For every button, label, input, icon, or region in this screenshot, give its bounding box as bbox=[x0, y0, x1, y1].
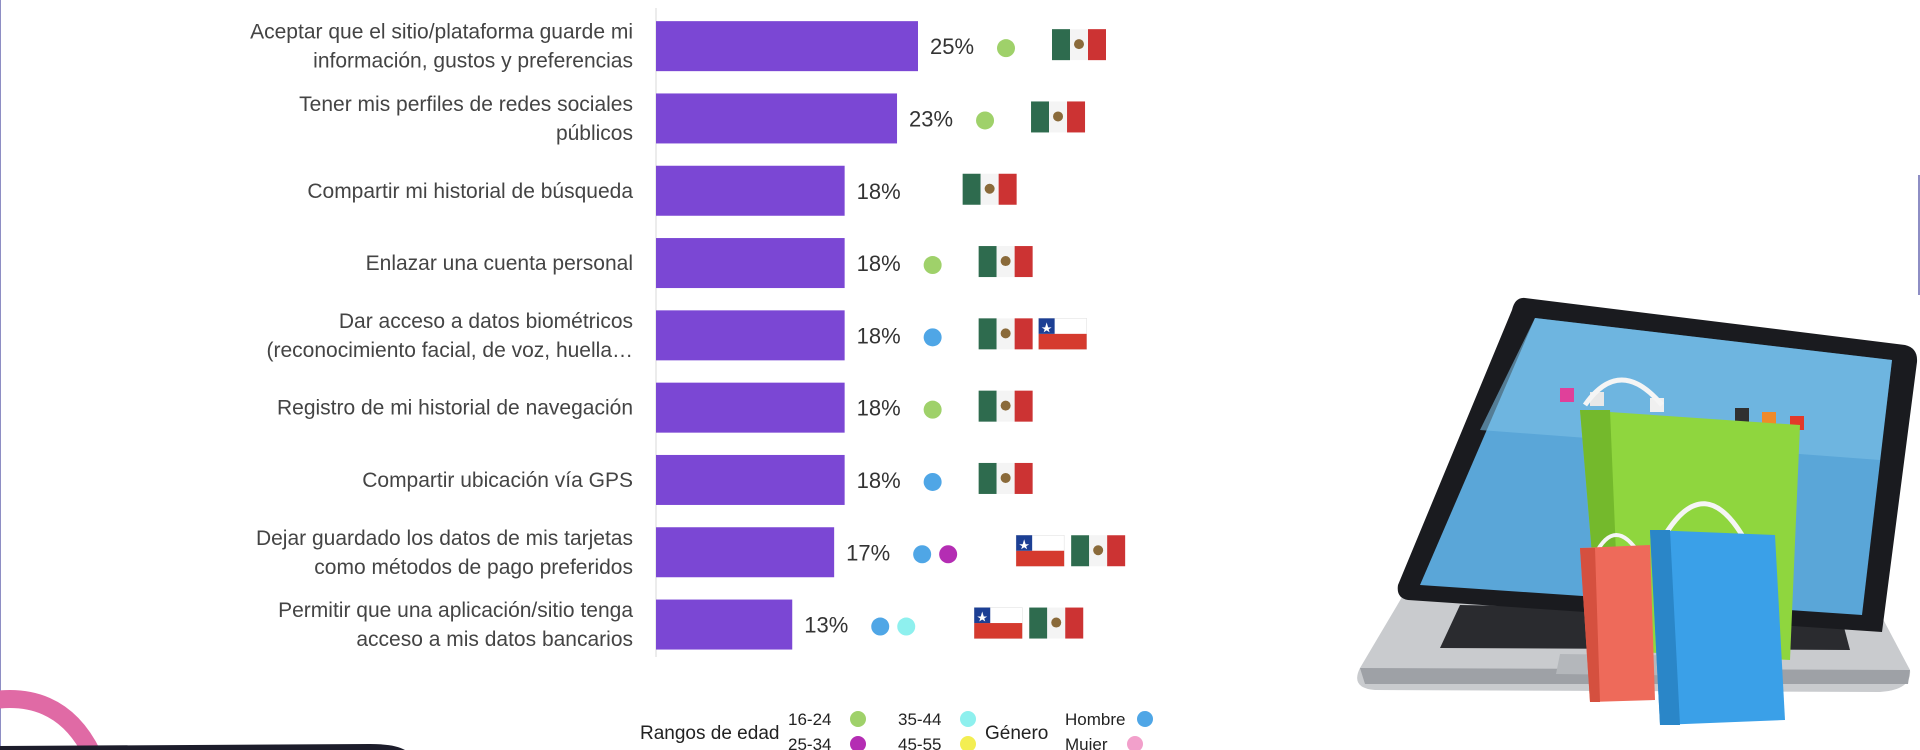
category-label: Compartir mi historial de búsqueda bbox=[307, 180, 633, 203]
decorative-arc bbox=[0, 690, 101, 750]
laptop-shopping-bags-icon bbox=[1357, 297, 1918, 725]
value-label: 17% bbox=[846, 540, 890, 565]
mexico-flag-icon bbox=[1031, 101, 1086, 133]
legend-item: 16-24 bbox=[788, 710, 866, 729]
mexico-flag-icon bbox=[978, 318, 1033, 350]
legend-dot bbox=[1137, 711, 1153, 727]
legend-item: 45-55 bbox=[898, 735, 976, 750]
value-label: 23% bbox=[909, 106, 953, 131]
legend-label: 35-44 bbox=[898, 710, 941, 729]
category-label: Tener mis perfiles de redes sociales públ… bbox=[299, 93, 633, 145]
legend-dot bbox=[960, 711, 976, 727]
legend-age-title: Rangos de edad bbox=[640, 723, 779, 744]
bar bbox=[656, 310, 845, 361]
bar-row: Compartir ubicación vía GPS 18% bbox=[362, 454, 1033, 505]
slide-border-right bbox=[1918, 175, 1920, 295]
legend: Rangos de edad Género 16-24 25-34 35-44 45-… bbox=[640, 710, 1153, 750]
slide-border bbox=[0, 0, 1, 750]
legend-item: 35-44 bbox=[898, 710, 976, 729]
value-label: 18% bbox=[857, 251, 901, 276]
marker-dot bbox=[976, 111, 995, 130]
value-label: 18% bbox=[857, 396, 901, 421]
legend-label: Mujer bbox=[1065, 735, 1108, 750]
chile-flag-icon bbox=[973, 607, 1023, 639]
category-label: Aceptar que el sitio/plataforma guarde m… bbox=[250, 21, 633, 73]
legend-item: 25-34 bbox=[788, 735, 866, 750]
bar bbox=[656, 382, 845, 433]
marker-dot bbox=[923, 472, 942, 491]
bar bbox=[656, 238, 845, 289]
chile-flag-icon bbox=[1038, 318, 1087, 350]
bar bbox=[656, 165, 845, 216]
bar bbox=[656, 21, 918, 72]
mexico-flag-icon bbox=[962, 173, 1017, 205]
legend-dot bbox=[1127, 736, 1143, 750]
marker-dot bbox=[871, 617, 890, 636]
value-label: 25% bbox=[930, 34, 974, 59]
category-label: Enlazar una cuenta personal bbox=[366, 252, 633, 275]
mexico-flag-icon bbox=[978, 390, 1033, 422]
value-label: 13% bbox=[804, 613, 848, 638]
category-label: Dar acceso a datos biométricos (reconocim… bbox=[266, 310, 633, 362]
mexico-flag-icon bbox=[978, 462, 1033, 494]
bar bbox=[656, 93, 898, 144]
value-label: 18% bbox=[857, 468, 901, 493]
marker-dot bbox=[997, 39, 1015, 58]
marker-dot bbox=[897, 617, 916, 636]
bar-row: Permitir que una aplicación/sitio tenga a… bbox=[278, 599, 1084, 651]
legend-dot bbox=[850, 711, 866, 727]
bar-row: Dar acceso a datos biométricos (reconocim… bbox=[266, 310, 1087, 362]
bar bbox=[656, 454, 845, 505]
value-label: 18% bbox=[857, 179, 901, 204]
legend-label: 25-34 bbox=[788, 735, 831, 750]
bar bbox=[656, 599, 793, 650]
marker-dot bbox=[923, 328, 942, 347]
mexico-flag-icon bbox=[1029, 607, 1084, 639]
bar-row: Aceptar que el sitio/plataforma guarde m… bbox=[250, 21, 1106, 73]
legend-gender-title: Género bbox=[985, 723, 1048, 744]
chile-flag-icon bbox=[1015, 535, 1065, 567]
bar-row: Tener mis perfiles de redes sociales públ… bbox=[299, 93, 1086, 145]
mexico-flag-icon bbox=[1071, 535, 1126, 567]
category-label: Registro de mi historial de navegación bbox=[277, 397, 633, 420]
marker-dot bbox=[923, 256, 942, 275]
legend-label: 16-24 bbox=[788, 710, 831, 729]
legend-item: Hombre bbox=[1065, 710, 1153, 729]
decorative-bottom-band bbox=[0, 744, 405, 750]
bar-row: Dejar guardado los datos de mis tarjetas… bbox=[256, 527, 1126, 579]
bar-row: Enlazar una cuenta personal 18% bbox=[366, 238, 1033, 289]
mexico-flag-icon bbox=[978, 246, 1033, 278]
marker-dot bbox=[939, 545, 958, 564]
category-label: Compartir ubicación vía GPS bbox=[362, 469, 633, 492]
legend-label: 45-55 bbox=[898, 735, 941, 750]
legend-dot bbox=[960, 736, 976, 750]
legend-label: Hombre bbox=[1065, 710, 1125, 729]
marker-dot bbox=[923, 400, 942, 419]
mexico-flag-icon bbox=[1052, 29, 1106, 61]
category-label: Permitir que una aplicación/sitio tenga a… bbox=[278, 599, 633, 651]
bar bbox=[656, 527, 835, 578]
legend-item: Mujer bbox=[1065, 735, 1143, 750]
legend-dot bbox=[850, 736, 866, 750]
chart-rows: Aceptar que el sitio/plataforma guarde m… bbox=[250, 21, 1126, 651]
bar-row: Registro de mi historial de navegación 18… bbox=[277, 382, 1033, 433]
category-label: Dejar guardado los datos de mis tarjetas… bbox=[256, 527, 633, 579]
bar-row: Compartir mi historial de búsqueda 18% bbox=[307, 165, 1017, 216]
value-label: 18% bbox=[857, 323, 901, 348]
marker-dot bbox=[913, 545, 932, 564]
